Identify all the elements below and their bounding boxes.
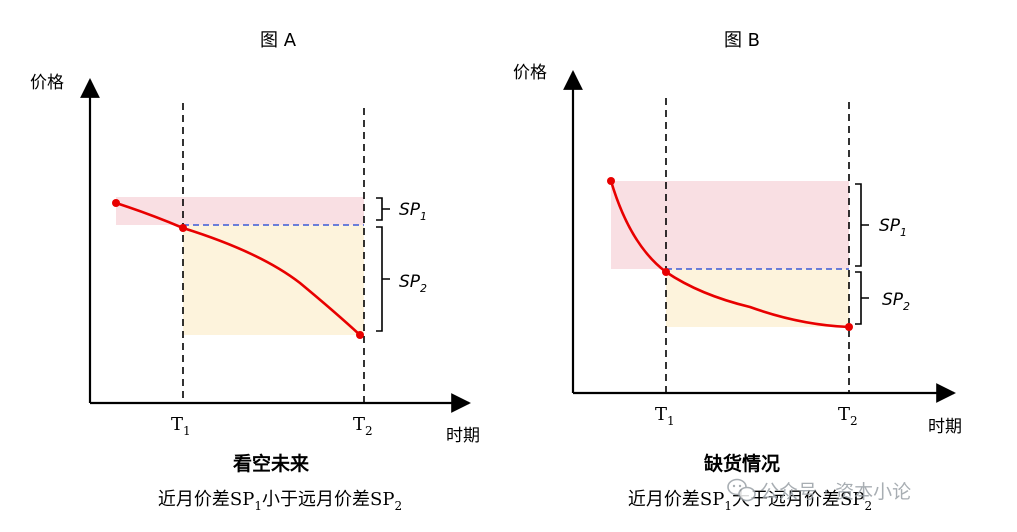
panel-b-t1-label: T1 [655, 404, 675, 428]
panel-b-sp2-label: SP2 [882, 290, 910, 313]
panel-a-x-axis-label: 时期 [446, 426, 480, 446]
panel-b-point-t1 [662, 268, 670, 276]
panel-b-title: 图 B [724, 30, 760, 51]
panel-a-caption: 近月价差SP1小于远月价差SP2 [158, 489, 402, 513]
panel-a-point-t2 [356, 331, 364, 339]
panel-b-sp1-bracket [855, 183, 869, 267]
panel-a-sp1-bracket [376, 197, 390, 221]
panel-b-x-axis-label: 时期 [928, 417, 962, 437]
panel-b-y-axis-label: 价格 [513, 63, 547, 83]
panel-a-sp1-band [116, 197, 364, 225]
panel-b-sp1-label: SP1 [879, 216, 907, 239]
panel-a-t1-label: T1 [171, 414, 191, 438]
wechat-icon [727, 478, 756, 502]
panel-b-sp2-bracket [855, 271, 869, 325]
panel-b-point-start [607, 177, 615, 185]
panel-b-caption-title: 缺货情况 [704, 452, 780, 475]
panel-a-point-t1 [179, 224, 187, 232]
panel-a-title: 图 A [260, 30, 297, 51]
watermark-text: 公众号 · 资本小论 [760, 481, 911, 503]
panel-b-caption: 近月价差SP1大于远月价差SP2 [628, 489, 872, 513]
panel-a-point-start [112, 199, 120, 207]
panel-a-caption-title: 看空未来 [232, 452, 309, 475]
panel-b-sp2-band [666, 269, 849, 327]
panel-a: 图 A 价格 时期 SP1 SP2 T1 T2 看空未来 近月价差SP1小于远月… [30, 30, 480, 513]
panel-a-t2-label: T2 [353, 414, 373, 438]
panel-b: 图 B 价格 时期 SP1 SP2 T1 T2 缺货情况 近月价差SP1大于远月… [513, 30, 962, 513]
panel-a-sp2-bracket [376, 226, 390, 332]
panel-a-sp1-label: SP1 [399, 200, 427, 223]
panel-b-t2-label: T2 [838, 404, 858, 428]
panel-b-point-t2 [845, 323, 853, 331]
panel-a-sp2-band [183, 225, 364, 335]
panel-b-sp1-band [611, 181, 849, 269]
panel-a-price-curve [115, 201, 361, 336]
panel-b-price-curve [609, 180, 850, 329]
watermark: 公众号 · 资本小论 [727, 478, 911, 503]
panel-a-y-axis-label: 价格 [30, 73, 64, 93]
panel-a-sp2-label: SP2 [399, 272, 427, 295]
